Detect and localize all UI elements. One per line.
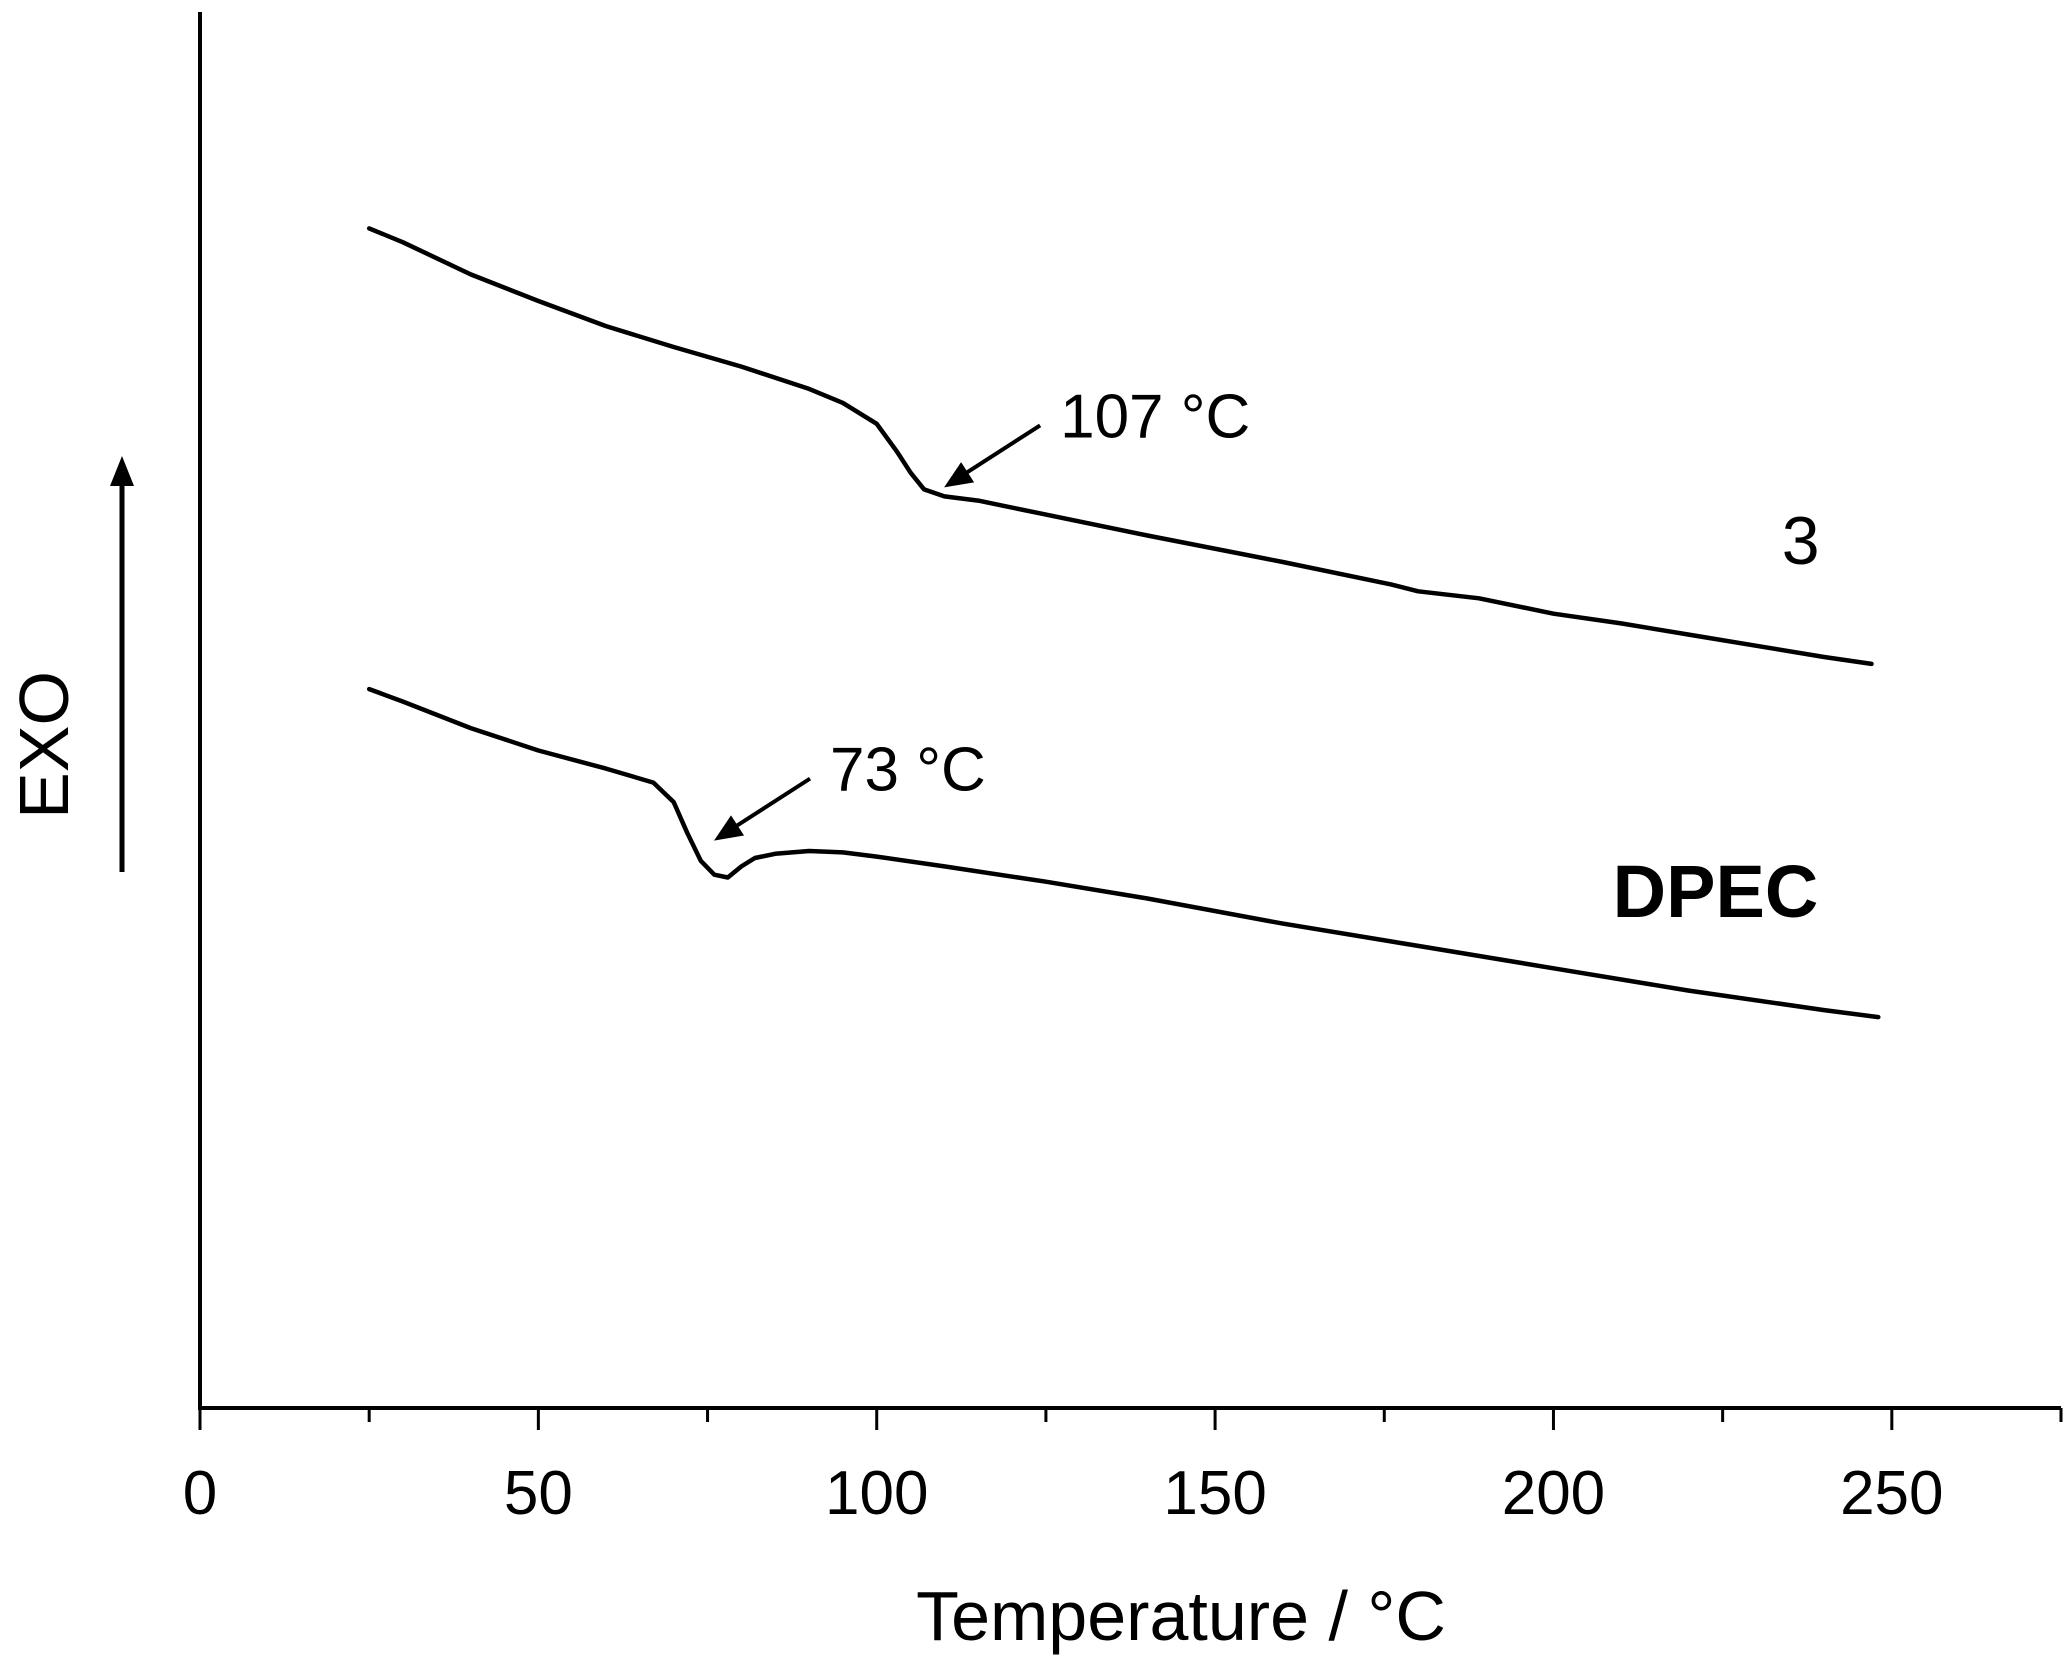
exo-arrowhead-icon bbox=[110, 456, 134, 486]
x-axis-ticks: 0 50 100 150 200 250 bbox=[183, 1408, 2063, 1528]
series-layer: 3 DPEC bbox=[366, 226, 1881, 1020]
annotation-arrowhead-icon bbox=[714, 815, 745, 841]
x-tick-label: 250 bbox=[1840, 1459, 1943, 1528]
annotation-arrowhead-icon bbox=[944, 462, 975, 488]
annotation-arrow-line bbox=[955, 423, 1042, 482]
series-line-3 bbox=[366, 226, 1874, 667]
series-label-dpec: DPEC bbox=[1613, 850, 1819, 933]
annotation-layer: 107 °C 73 °C bbox=[714, 382, 1250, 841]
series-line-dpec bbox=[366, 686, 1881, 1020]
annotation-label: 107 °C bbox=[1060, 382, 1250, 451]
annotation-label: 73 °C bbox=[830, 736, 986, 805]
x-tick-label: 0 bbox=[183, 1459, 217, 1528]
x-tick-label: 100 bbox=[825, 1459, 928, 1528]
x-tick-label: 200 bbox=[1502, 1459, 1605, 1528]
x-tick-label: 50 bbox=[504, 1459, 573, 1528]
series-label-3: 3 bbox=[1782, 503, 1820, 579]
annotation-arrow-line bbox=[724, 776, 812, 835]
x-axis-title: Temperature / °C bbox=[916, 1577, 1446, 1655]
x-tick-label: 150 bbox=[1163, 1459, 1266, 1528]
y-axis-title: EXO bbox=[5, 671, 83, 819]
